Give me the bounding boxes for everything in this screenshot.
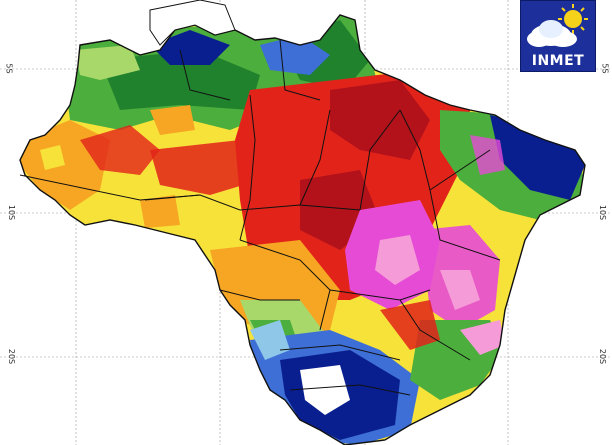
logo-text: INMET	[531, 53, 585, 69]
lat-label-20s-right: 20S	[597, 348, 607, 365]
brazil-outline	[19, 14, 586, 445]
lat-label-5s: 5S	[4, 63, 14, 74]
lat-label-10s: 10S	[7, 204, 17, 221]
lat-label-5s-right: 5S	[600, 63, 610, 74]
sun-cloud-icon	[527, 4, 588, 47]
state-borders	[19, 39, 501, 396]
lat-label-20s: 20S	[7, 348, 17, 365]
inmet-logo: INMET	[520, 0, 596, 72]
lat-label-10s-right: 10S	[597, 204, 607, 221]
guianas-white	[149, 0, 236, 46]
